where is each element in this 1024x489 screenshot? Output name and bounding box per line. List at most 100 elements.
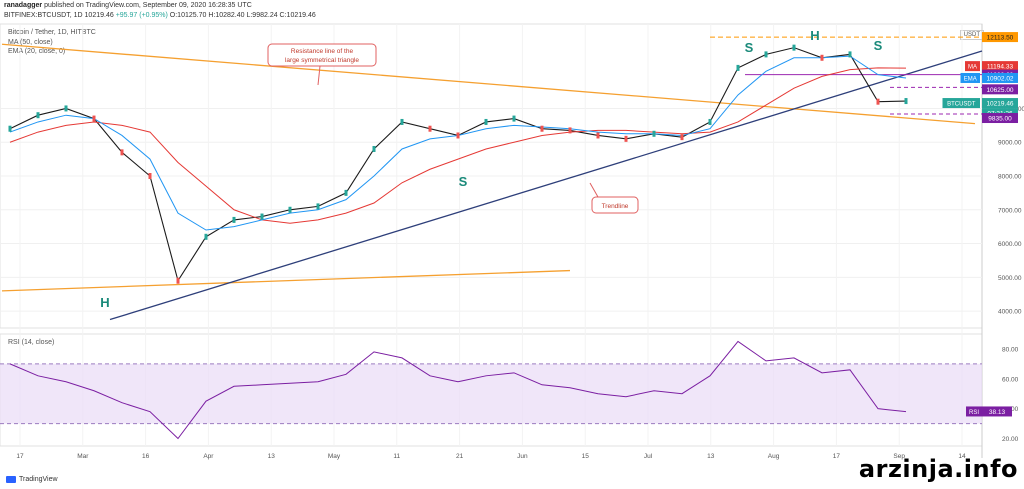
rsi-y-tick-label: 20.00 bbox=[1002, 436, 1019, 443]
x-tick-label: Aug bbox=[768, 453, 780, 460]
ema-series-line bbox=[9, 55, 907, 231]
label-h-right: H bbox=[810, 28, 819, 43]
price-point bbox=[596, 132, 600, 139]
publish-date: published on TradingView.com, September … bbox=[44, 2, 252, 9]
price-point bbox=[876, 98, 880, 105]
ma-legend: MA (50, close) bbox=[8, 39, 53, 46]
x-tick-label: 21 bbox=[456, 453, 464, 460]
author-name: ranadagger bbox=[4, 2, 43, 9]
rsi-series-line bbox=[9, 340, 907, 440]
x-tick-label: 15 bbox=[582, 453, 590, 460]
price-point bbox=[652, 130, 656, 137]
price-point bbox=[456, 132, 460, 139]
x-tick-label: 16 bbox=[142, 453, 150, 460]
symbol-line: BITFINEX:BTCUSDT, 1D bbox=[4, 12, 83, 19]
price-tag-label-bg bbox=[965, 61, 980, 72]
label-s-left: S bbox=[459, 174, 468, 189]
price-point bbox=[708, 118, 712, 125]
x-tick-label: 13 bbox=[268, 453, 276, 460]
price-tag-label-bg bbox=[942, 98, 980, 109]
y-tick-label: 9000.00 bbox=[998, 140, 1022, 147]
price-series-line bbox=[9, 47, 907, 283]
x-tick-label: Apr bbox=[203, 453, 214, 460]
x-tick-label: Mar bbox=[77, 453, 89, 460]
price-point bbox=[792, 44, 796, 51]
rsi-y-tick-label: 60.00 bbox=[1002, 376, 1019, 383]
ma-series-line bbox=[9, 67, 907, 224]
rsi-legend: RSI (14, close) bbox=[8, 339, 55, 346]
x-tick-label: Jul bbox=[644, 453, 653, 460]
price-point bbox=[260, 213, 264, 220]
price-point bbox=[92, 115, 96, 122]
price-point bbox=[764, 51, 768, 58]
x-tick-label: May bbox=[328, 453, 341, 460]
price-point bbox=[232, 216, 236, 223]
tradingview-logo: TradingView bbox=[6, 476, 58, 483]
rsi-tag-bg bbox=[982, 406, 1012, 417]
price-tag-label: BTCUSDT bbox=[947, 102, 976, 108]
y-tick-label: 6000.00 bbox=[998, 241, 1022, 248]
price-tag-value: 11194.33 bbox=[987, 64, 1014, 71]
y-tick-label: 7000.00 bbox=[998, 207, 1022, 214]
symbol-bar: BITFINEX:BTCUSDT, 1D 10219.46 +95.97 (+0… bbox=[4, 12, 316, 19]
price-tag-bg bbox=[982, 32, 1018, 43]
ema-legend: EMA (20, close, 0) bbox=[8, 48, 66, 55]
support-line bbox=[1, 269, 571, 292]
price-point bbox=[148, 173, 152, 179]
x-tick-label: 14 bbox=[958, 453, 966, 460]
resistance-callout-text-1: Resistance line of the bbox=[291, 48, 354, 55]
label-s-3: S bbox=[874, 38, 883, 53]
y-tick-label: 8000.00 bbox=[998, 174, 1022, 181]
rsi-tag-value: 38.13 bbox=[989, 409, 1006, 416]
price-point bbox=[680, 134, 684, 141]
price-tag-bg bbox=[982, 61, 1018, 72]
tradingview-icon bbox=[6, 476, 16, 483]
label-h-left: H bbox=[100, 295, 109, 310]
price-tag-value: 10219.46 bbox=[986, 101, 1013, 108]
price-tag-label-bg bbox=[960, 72, 980, 83]
price-point bbox=[624, 135, 628, 142]
resistance-line bbox=[1, 43, 976, 125]
price-tag-bg bbox=[982, 72, 1018, 83]
chart-title: Bitcoin / Tether, 1D, HITBTC bbox=[8, 29, 96, 36]
price-point bbox=[736, 64, 740, 71]
trendline-callout-box bbox=[591, 196, 639, 214]
price-point bbox=[904, 98, 908, 105]
x-tick-label: 17 bbox=[833, 453, 841, 460]
price-tag-label: EMA bbox=[964, 76, 977, 82]
resistance-callout-box bbox=[267, 43, 377, 67]
price-point bbox=[316, 203, 320, 210]
resistance-callout-pointer bbox=[317, 65, 321, 86]
x-tick-label: Sep bbox=[893, 453, 905, 460]
price-tag-bg bbox=[982, 113, 1018, 124]
rsi-y-tick-label: 80.00 bbox=[1002, 346, 1019, 353]
price-tag-value: 10902.02 bbox=[986, 75, 1013, 82]
trendline-callout-pointer bbox=[589, 182, 599, 198]
price-point bbox=[568, 127, 572, 134]
price-point bbox=[820, 54, 824, 61]
x-tick-label: 11 bbox=[393, 453, 400, 460]
price-point bbox=[848, 51, 852, 58]
x-tick-label: 17 bbox=[16, 453, 24, 460]
price-tag-value: 12113.50 bbox=[987, 35, 1014, 42]
ohlc-values: O:10125.70 H:10282.40 L:9982.24 C:10219.… bbox=[169, 12, 316, 19]
price-tag-value: 9835.00 bbox=[988, 116, 1012, 123]
y-tick-label: 4000.00 bbox=[998, 309, 1022, 316]
price-tag-label: MA bbox=[968, 65, 977, 71]
price-tag-bg bbox=[982, 84, 1018, 95]
rsi-tag-label-bg bbox=[966, 406, 982, 417]
rsi-band bbox=[0, 363, 982, 424]
price-point bbox=[400, 118, 404, 125]
trendline-callout-text: Trendline bbox=[602, 203, 629, 210]
price-point bbox=[344, 189, 348, 196]
price-point bbox=[512, 115, 516, 122]
label-s-2: S bbox=[745, 40, 754, 55]
ticker-change: +95.97 (+0.95%) bbox=[115, 12, 168, 19]
x-tick-label: Jun bbox=[517, 453, 528, 460]
price-point bbox=[540, 125, 544, 132]
x-tick-label: 13 bbox=[707, 453, 715, 460]
ticker-value: 10219.46 bbox=[84, 12, 114, 19]
price-point bbox=[120, 149, 124, 156]
price-point bbox=[204, 233, 208, 240]
